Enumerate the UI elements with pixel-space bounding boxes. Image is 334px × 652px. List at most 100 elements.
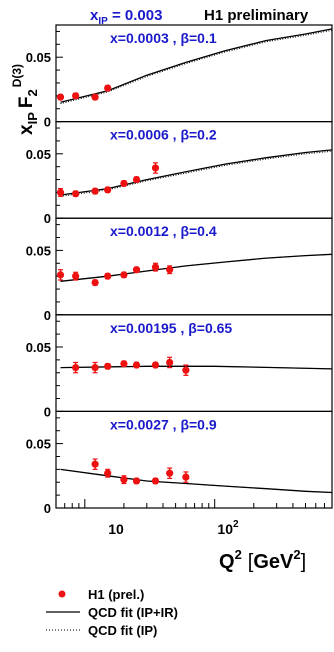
y-tick-label: 0 (44, 308, 51, 323)
data-point (91, 458, 99, 470)
panel-label: x=0.00195 , β=0.65 (110, 320, 232, 336)
data-marker (56, 188, 65, 197)
data-marker (166, 469, 174, 477)
fit-ipir-curve (60, 468, 333, 494)
legend-label-qcd-ip: QCD fit (IP) (88, 623, 157, 638)
panel-label: x=0.0006 , β=0.2 (110, 127, 217, 143)
data-marker (166, 358, 174, 367)
data-point (166, 356, 174, 369)
data-marker (151, 361, 160, 369)
y-tick-label: 0.05 (26, 340, 51, 355)
legend-marker-icon (58, 590, 66, 598)
panel-1: 0 0.05 x=0.0003 , β=0.1 (26, 24, 333, 130)
panel-frame (55, 410, 333, 509)
data-point (182, 364, 190, 376)
data-point (166, 265, 174, 275)
data-point (151, 162, 160, 174)
legend-item-h1: H1 (prel.) (58, 587, 144, 602)
data-marker (132, 361, 141, 369)
data-point (151, 361, 160, 369)
data-point (72, 190, 80, 198)
fit-ip-curve (60, 150, 333, 197)
y-tick-label: 0.05 (26, 50, 51, 65)
xip-header: xIP = 0.003 (90, 7, 162, 27)
x-axis-title: Q2 [GeV2] (219, 547, 306, 573)
x-tick-10: 10 (108, 521, 124, 537)
data-marker (91, 364, 99, 372)
data-marker (132, 175, 141, 184)
data-marker (104, 469, 112, 477)
fit-ipir-curve (60, 365, 333, 370)
data-marker (151, 164, 160, 172)
data-point (72, 361, 80, 374)
data-point (132, 266, 141, 274)
data-point (120, 475, 128, 485)
panel-5: 0 0.05 x=0.0027 , β=0.9 (26, 410, 333, 516)
y-tick-label: 0.05 (26, 147, 51, 162)
data-marker (132, 477, 141, 485)
panel-label: x=0.0003 , β=0.1 (110, 30, 217, 46)
y-tick-label: 0 (44, 501, 51, 516)
y-tick-label: 0 (44, 115, 51, 130)
data-marker (104, 84, 112, 92)
legend-item-qcd-ipir: QCD fit (IP+IR) (46, 605, 178, 620)
h1-preliminary-tag: H1 preliminary (204, 7, 309, 24)
data-marker (91, 460, 99, 468)
data-point (91, 279, 99, 287)
y-tick-label: 0.05 (26, 437, 51, 452)
data-point (151, 477, 160, 485)
legend: H1 (prel.) QCD fit (IP+IR) QCD fit (IP) (46, 587, 178, 638)
legend-item-qcd-ip: QCD fit (IP) (46, 623, 157, 638)
data-marker (151, 477, 160, 485)
data-point (91, 361, 99, 374)
data-marker (166, 266, 174, 274)
data-point (104, 186, 112, 194)
data-marker (132, 266, 141, 274)
data-point (104, 84, 112, 92)
data-marker (120, 360, 128, 368)
data-point (72, 92, 80, 100)
data-point (120, 179, 128, 188)
data-point (56, 187, 65, 197)
data-point (104, 272, 112, 280)
data-point (56, 269, 65, 281)
data-marker (91, 93, 99, 101)
y-axis-title: xIPF2D(3) (10, 64, 40, 135)
data-marker (72, 364, 80, 372)
data-point (120, 271, 128, 279)
panel-label: x=0.0027 , β=0.9 (110, 416, 217, 432)
data-marker (104, 186, 112, 194)
legend-label-qcd-ipir: QCD fit (IP+IR) (88, 605, 178, 620)
data-marker (56, 93, 65, 101)
panels: 0 0.05 x=0.0003 , β=0.1 0 0.05 x=0.0006 , β=0… (26, 24, 333, 516)
data-point (182, 471, 190, 483)
data-marker (120, 476, 128, 484)
data-marker (182, 473, 190, 481)
fit-ipir-curve (60, 253, 333, 282)
data-marker (104, 272, 112, 280)
svg-text:xIPF2D(3): xIPF2D(3) (10, 64, 40, 135)
data-marker (182, 366, 190, 374)
data-marker (151, 263, 160, 271)
panel-3: 0 0.05 x=0.0012 , β=0.4 (26, 217, 333, 323)
x-tick-100: 102 (217, 519, 239, 537)
fit-ip-curve (60, 468, 333, 493)
fit-ipir-curve (60, 149, 333, 196)
data-marker (120, 179, 128, 188)
panel-4: 0 0.05 x=0.00195 , β=0.65 (26, 314, 333, 419)
data-marker (120, 271, 128, 279)
data-point (120, 360, 128, 368)
data-marker (104, 362, 112, 370)
data-point (56, 93, 65, 101)
data-marker (91, 187, 99, 195)
data-point (91, 93, 99, 101)
data-point (132, 477, 141, 485)
data-point (104, 468, 112, 478)
data-point (72, 271, 80, 281)
data-point (132, 361, 141, 369)
panel-label: x=0.0012 , β=0.4 (110, 223, 217, 239)
data-marker (72, 190, 80, 198)
panel-2: 0 0.05 x=0.0006 , β=0.2 (26, 120, 333, 226)
data-point (151, 262, 160, 272)
